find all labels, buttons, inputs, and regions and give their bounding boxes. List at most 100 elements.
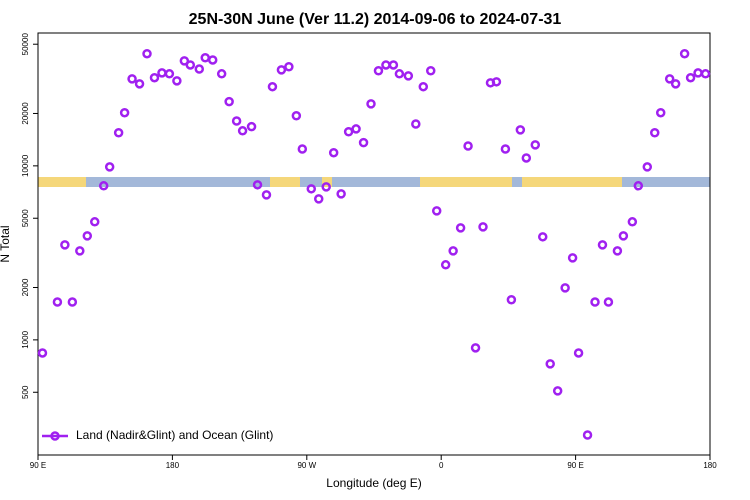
point bbox=[328, 147, 339, 158]
point bbox=[463, 141, 473, 151]
map-strip bbox=[38, 177, 710, 187]
plot-frame bbox=[37, 32, 711, 456]
point bbox=[470, 343, 481, 353]
point bbox=[252, 180, 263, 190]
point bbox=[157, 68, 167, 78]
point bbox=[179, 56, 190, 66]
point bbox=[142, 48, 152, 59]
point bbox=[649, 127, 660, 138]
point bbox=[343, 127, 354, 137]
point bbox=[567, 253, 578, 263]
point bbox=[200, 53, 211, 63]
point bbox=[537, 232, 548, 242]
point bbox=[506, 295, 517, 305]
point bbox=[425, 65, 436, 76]
point bbox=[373, 65, 384, 76]
point bbox=[545, 359, 555, 369]
point bbox=[149, 72, 160, 83]
point bbox=[411, 119, 421, 129]
point bbox=[313, 194, 324, 204]
legend-marker bbox=[50, 431, 60, 441]
point bbox=[82, 231, 93, 241]
point bbox=[321, 182, 331, 192]
point bbox=[224, 96, 234, 107]
point bbox=[246, 121, 257, 132]
point bbox=[515, 125, 526, 135]
point bbox=[448, 246, 458, 256]
point bbox=[207, 55, 218, 65]
point bbox=[284, 62, 294, 72]
y-axis-label: N Total bbox=[0, 225, 12, 262]
point bbox=[388, 60, 399, 70]
point bbox=[597, 240, 608, 250]
y-tick-label: 20000 bbox=[21, 102, 30, 125]
point bbox=[358, 137, 369, 148]
point bbox=[685, 72, 696, 83]
point bbox=[172, 76, 182, 86]
point bbox=[431, 206, 442, 216]
point bbox=[185, 60, 196, 70]
x-tick-label: 90 E bbox=[30, 461, 46, 470]
point bbox=[237, 126, 248, 136]
point bbox=[418, 81, 429, 92]
point bbox=[478, 222, 488, 232]
point bbox=[693, 68, 703, 78]
point bbox=[297, 144, 308, 154]
x-tick-label: 180 bbox=[166, 461, 180, 470]
point bbox=[231, 116, 242, 126]
point bbox=[403, 71, 414, 81]
point bbox=[627, 217, 638, 227]
point bbox=[164, 69, 175, 79]
point bbox=[216, 69, 227, 79]
point bbox=[394, 69, 405, 79]
point bbox=[60, 240, 70, 250]
point bbox=[560, 283, 570, 293]
legend-label: Land (Nadir&Glint) and Ocean (Glint) bbox=[76, 428, 273, 442]
point bbox=[276, 65, 287, 75]
point bbox=[37, 348, 48, 358]
point bbox=[381, 60, 391, 70]
y-tick-label: 500 bbox=[21, 385, 30, 399]
point bbox=[455, 223, 466, 233]
point bbox=[633, 181, 644, 191]
point bbox=[603, 297, 614, 307]
point bbox=[306, 184, 317, 194]
point bbox=[440, 260, 451, 270]
point bbox=[366, 99, 376, 109]
point bbox=[552, 386, 563, 396]
point bbox=[52, 297, 63, 307]
point bbox=[655, 107, 666, 118]
y-tick-label: 10000 bbox=[21, 154, 30, 177]
point bbox=[679, 48, 690, 59]
point bbox=[642, 162, 653, 172]
point bbox=[261, 190, 272, 200]
point bbox=[612, 246, 623, 256]
x-tick-label: 90 W bbox=[297, 461, 316, 470]
point bbox=[590, 297, 600, 307]
point bbox=[618, 231, 629, 241]
point bbox=[75, 246, 85, 256]
point bbox=[700, 69, 711, 79]
chart-title: 25N-30N June (Ver 11.2) 2014-09-06 to 20… bbox=[189, 11, 562, 28]
point bbox=[267, 81, 278, 92]
point bbox=[582, 430, 593, 440]
point bbox=[491, 77, 502, 87]
point bbox=[351, 124, 361, 134]
y-tick-label: 50000 bbox=[21, 33, 30, 56]
point bbox=[194, 64, 205, 74]
point bbox=[573, 348, 584, 358]
point bbox=[291, 111, 302, 121]
x-tick-label: 0 bbox=[439, 461, 444, 470]
point bbox=[127, 74, 137, 84]
x-axis-label: Longitude (deg E) bbox=[326, 476, 421, 490]
point bbox=[113, 127, 124, 138]
point bbox=[134, 79, 145, 89]
point bbox=[500, 144, 511, 154]
point bbox=[670, 79, 681, 89]
y-tick-label: 1000 bbox=[21, 330, 30, 348]
point bbox=[664, 74, 675, 84]
y-tick-label: 5000 bbox=[21, 209, 30, 227]
point bbox=[336, 189, 346, 199]
point bbox=[104, 162, 115, 172]
point bbox=[119, 107, 130, 118]
